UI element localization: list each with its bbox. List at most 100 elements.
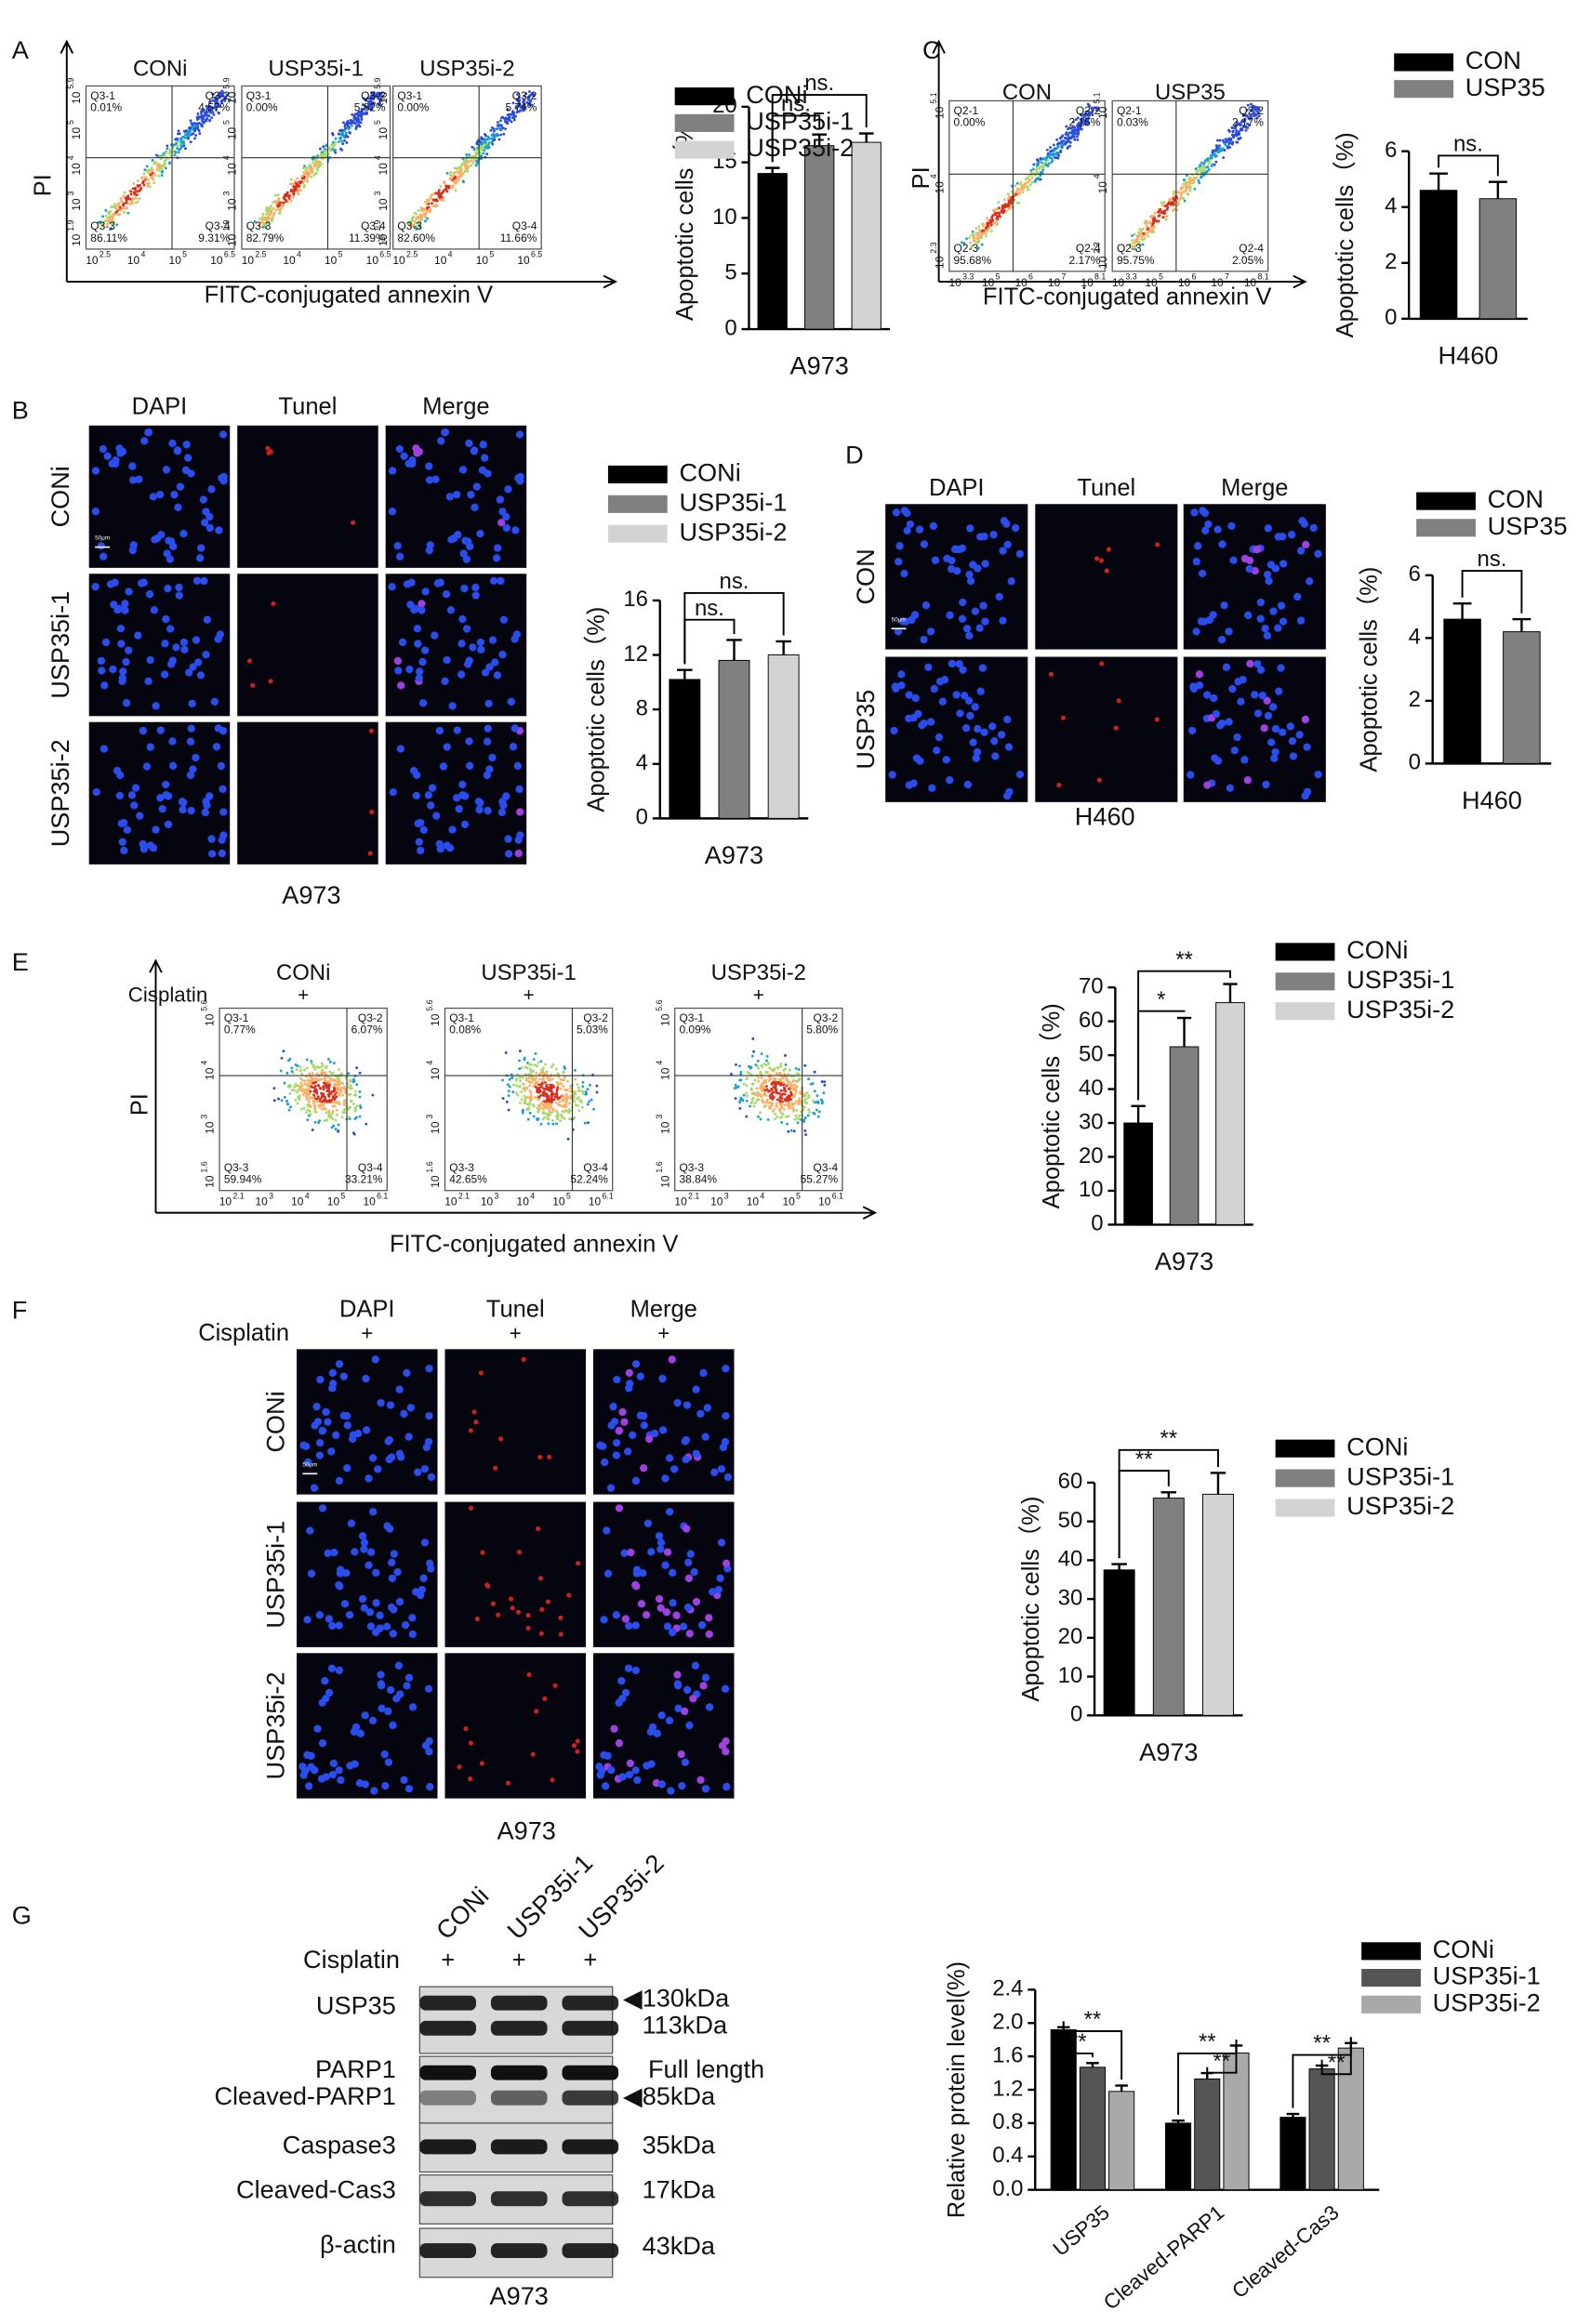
nucleus [435,726,444,735]
event-dot [322,145,325,149]
event-dot [313,1103,317,1107]
event-dot [1256,111,1260,114]
event-dot [1147,234,1150,238]
nucleus [507,697,515,706]
event-dot [999,215,1001,218]
nucleus [938,697,947,706]
quadrant-name: Q3-1 [679,1011,704,1024]
y-tick-label: 4 [1385,193,1397,218]
event-dot [517,101,521,104]
nucleus [414,640,422,648]
tunel-spot [542,1696,548,1701]
event-dot [308,1109,312,1113]
nucleus [631,1766,640,1775]
event-dot [1199,164,1202,167]
nucleus [955,660,963,668]
event-dot [816,1115,820,1118]
event-dot [520,1066,524,1070]
event-dot [299,1107,303,1111]
event-dot [580,1105,584,1109]
legend-label: CONi [679,458,740,487]
x-axis-label: FITC-conjugated annexin V [205,283,493,309]
event-dot [184,129,188,132]
event-dot [1039,157,1042,160]
nucleus [390,1550,398,1558]
y-tick-exponent: 3 [221,191,231,196]
event-dot [814,1101,817,1104]
nucleus [328,1770,338,1779]
event-dot [337,1087,340,1090]
event-dot [762,1101,765,1104]
event-dot [458,170,462,174]
quadrant-name: Q3-4 [512,219,537,232]
y-tick-base: 10 [933,256,946,269]
nucleus [642,1611,651,1619]
legend-swatch [674,140,735,159]
y-tick-base: 10 [70,198,83,211]
event-dot [979,231,982,234]
nucleus [1190,508,1199,517]
nucleus [313,1724,322,1733]
event-dot [518,1079,522,1082]
legend-label: USP35i-1 [679,487,787,516]
event-dot [141,180,145,184]
nucleus [310,1484,319,1492]
x-tick-base: 10 [1081,276,1094,289]
micrograph-bg [88,721,231,865]
event-dot [529,1094,533,1098]
significance-label: ns. [781,92,811,117]
nucleus [1210,693,1218,703]
event-dot [782,1086,786,1089]
event-dot [542,1071,546,1075]
event-dot [1065,140,1068,144]
nucleus [969,738,977,746]
event-dot [1172,209,1175,212]
nucleus [678,1781,686,1790]
nucleus [137,579,146,588]
event-dot [761,1082,764,1086]
legend-swatch [1394,80,1454,99]
row-label: USP35i-1 [46,591,74,699]
nucleus [888,771,896,779]
nucleus [462,555,471,563]
nucleus [709,1588,717,1596]
nucleus [216,630,225,639]
event-dot [1154,218,1158,222]
nucleus [175,591,183,600]
nucleus [405,665,414,674]
event-dot [1223,149,1227,152]
event-dot [773,1082,776,1086]
nucleus [669,1628,677,1637]
y-tick-label: 50 [1079,1041,1104,1066]
nucleus [158,805,166,813]
event-dot [1145,224,1148,228]
nucleus [455,805,463,813]
nucleus [493,671,502,680]
event-dot [559,1087,563,1090]
event-dot [568,1102,571,1105]
nucleus [395,552,404,561]
nucleus [657,1711,666,1720]
nucleus [162,791,170,799]
nucleus [1194,542,1202,550]
error-bar [726,639,742,661]
event-dot [782,1107,786,1111]
event-dot [140,176,144,178]
significance-label: ** [1328,2050,1346,2075]
tunel-spot [485,1583,491,1589]
event-dot [765,1088,769,1091]
event-dot [524,1076,528,1080]
event-dot [168,161,172,165]
nucleus [321,1677,329,1685]
event-dot [347,1085,351,1089]
event-dot [763,1093,767,1097]
event-dot [515,98,519,101]
event-dot [124,206,127,210]
nucleus [612,1438,621,1447]
event-dot [114,205,118,209]
event-dot [583,1121,587,1125]
nucleus [980,728,988,736]
event-dot [346,135,350,139]
event-dot [537,1073,541,1076]
treatment-mark: + [441,1948,455,1974]
